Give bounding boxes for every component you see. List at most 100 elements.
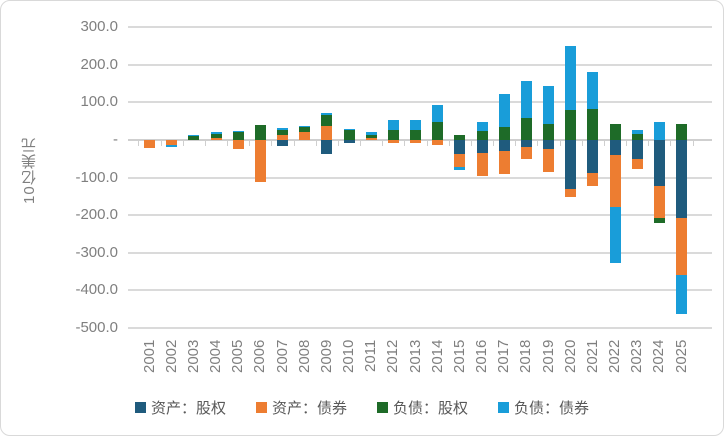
y-tick-label: -300.0 — [75, 243, 118, 261]
legend: 资产：股权 资产：债券 负债：股权 负债：债券 — [1, 394, 723, 420]
bar-segment[interactable] — [277, 128, 289, 130]
bar-segment[interactable] — [343, 130, 355, 140]
legend-item[interactable]: 负债：债券 — [498, 397, 589, 418]
bar-segment[interactable] — [631, 159, 643, 169]
bar-segment[interactable] — [210, 133, 222, 139]
bar-segment[interactable] — [188, 134, 200, 137]
bar-segment[interactable] — [676, 124, 688, 140]
bar-segment[interactable] — [254, 140, 266, 183]
bar-segment[interactable] — [476, 122, 488, 132]
bar-segment[interactable] — [653, 122, 665, 140]
bar-segment[interactable] — [365, 132, 377, 135]
bar-segment[interactable] — [587, 173, 599, 186]
bar-segment[interactable] — [454, 166, 466, 171]
x-axis-tick — [315, 140, 317, 146]
bar-segment[interactable] — [454, 154, 466, 167]
bar-segment[interactable] — [432, 140, 444, 145]
bar-segment[interactable] — [543, 123, 555, 140]
bar-segment[interactable] — [365, 134, 377, 138]
x-axis-tick — [138, 140, 140, 146]
bar-segment[interactable] — [653, 185, 665, 218]
bar-segment[interactable] — [631, 129, 643, 134]
bar-segment[interactable] — [232, 132, 244, 140]
bar-segment[interactable] — [587, 109, 599, 140]
bar-segment[interactable] — [498, 126, 510, 140]
legend-item[interactable]: 资产：股权 — [134, 397, 226, 418]
x-axis-tick — [537, 140, 539, 146]
bar-segment[interactable] — [410, 119, 422, 130]
bar-segment[interactable] — [565, 140, 577, 189]
bar-segment[interactable] — [476, 140, 488, 153]
x-tick-label: 2013 — [406, 339, 424, 373]
bar-segment[interactable] — [343, 128, 355, 131]
bar-segment[interactable] — [432, 105, 444, 122]
bar-segment[interactable] — [676, 217, 688, 275]
bar-segment[interactable] — [676, 140, 688, 218]
bar-segment[interactable] — [498, 94, 510, 127]
bar-segment[interactable] — [587, 71, 599, 110]
bar-segment[interactable] — [410, 129, 422, 140]
bar-segment[interactable] — [476, 152, 488, 177]
bar-segment[interactable] — [321, 125, 333, 140]
bar-segment[interactable] — [299, 131, 311, 140]
bar-segment[interactable] — [277, 140, 289, 146]
legend-item[interactable]: 负债：股权 — [377, 397, 468, 418]
bar-segment[interactable] — [609, 155, 621, 207]
bar-segment[interactable] — [432, 121, 444, 140]
bar-segment[interactable] — [543, 140, 555, 149]
bar-segment[interactable] — [587, 140, 599, 174]
bar-segment[interactable] — [410, 140, 422, 143]
x-axis-tick — [249, 140, 251, 146]
bar-segment[interactable] — [498, 140, 510, 152]
bar-segment[interactable] — [321, 113, 333, 115]
legend-item[interactable]: 资产：债券 — [255, 397, 347, 418]
bar-segment[interactable] — [498, 151, 510, 175]
bar-segment[interactable] — [543, 85, 555, 124]
bar-segment[interactable] — [520, 81, 532, 119]
legend-label: 负债：债券 — [514, 399, 590, 417]
bar-segment[interactable] — [321, 114, 333, 126]
bar-segment[interactable] — [520, 118, 532, 140]
bar-segment[interactable] — [565, 45, 577, 110]
bar-segment[interactable] — [387, 130, 399, 140]
bar-segment[interactable] — [520, 146, 532, 160]
bar-segment[interactable] — [365, 137, 377, 140]
bar-segment[interactable] — [210, 132, 222, 134]
bar-segment[interactable] — [144, 140, 155, 148]
bar-segment[interactable] — [343, 140, 355, 144]
y-tick-label: -400.0 — [75, 281, 118, 299]
x-axis-tick — [470, 140, 472, 146]
bar-segment[interactable] — [454, 140, 466, 155]
bar-segment[interactable] — [631, 140, 643, 160]
bar-segment[interactable] — [232, 130, 244, 133]
bar-segment[interactable] — [299, 125, 311, 128]
bar-segment[interactable] — [188, 136, 200, 140]
bar-segment[interactable] — [166, 145, 178, 148]
bar-segment[interactable] — [653, 217, 665, 224]
bar-segment[interactable] — [631, 133, 643, 140]
bar-segment[interactable] — [254, 125, 266, 140]
bar-segment[interactable] — [609, 206, 621, 264]
y-axis-title: 10亿美元 — [21, 137, 38, 205]
bar-segment[interactable] — [454, 135, 466, 140]
bar-segment[interactable] — [232, 140, 244, 150]
bar-segment[interactable] — [520, 140, 532, 147]
x-axis-tick — [493, 140, 495, 146]
bar-segment[interactable] — [653, 140, 665, 186]
bar-segment[interactable] — [166, 140, 178, 146]
bar-segment[interactable] — [277, 135, 289, 140]
gridline — [128, 176, 712, 179]
bar-segment[interactable] — [676, 274, 688, 314]
bar-segment[interactable] — [609, 124, 621, 140]
bar-segment[interactable] — [210, 138, 222, 140]
bar-segment[interactable] — [299, 127, 311, 132]
bar-segment[interactable] — [387, 140, 399, 144]
bar-segment[interactable] — [277, 129, 289, 136]
bar-segment[interactable] — [565, 188, 577, 198]
bar-segment[interactable] — [387, 120, 399, 131]
bar-segment[interactable] — [543, 148, 555, 173]
bar-segment[interactable] — [476, 131, 488, 140]
bar-segment[interactable] — [321, 140, 333, 155]
bar-segment[interactable] — [609, 140, 621, 156]
bar-segment[interactable] — [565, 109, 577, 140]
